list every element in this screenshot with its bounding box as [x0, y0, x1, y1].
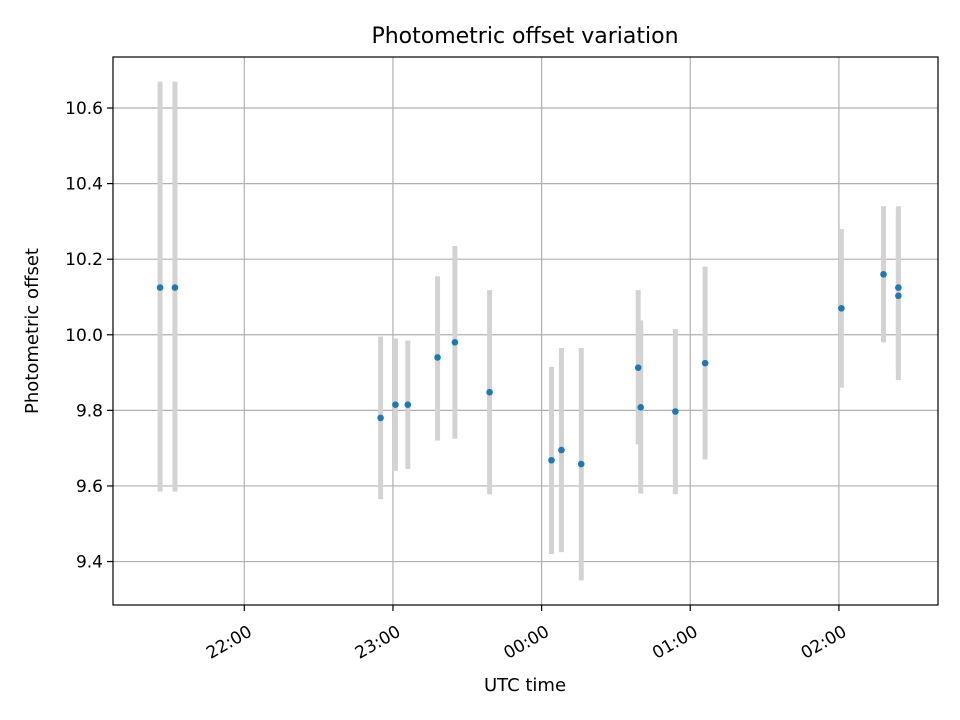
data-point	[577, 460, 585, 468]
data-point	[392, 401, 399, 408]
data-point	[377, 414, 384, 422]
data-point	[451, 339, 459, 346]
y-tick-label: 10.6	[65, 99, 103, 119]
data-point	[701, 359, 709, 367]
data-point	[637, 404, 645, 411]
data-point	[672, 408, 679, 415]
plot-frame	[112, 56, 939, 606]
data-point	[558, 446, 565, 454]
data-point	[880, 271, 887, 278]
y-axis-ticks: 9.4 9.6 9.8 10.0 10.2 10.4 10.6	[65, 99, 113, 573]
data-points	[156, 271, 902, 468]
data-point	[895, 292, 902, 300]
data-point	[434, 354, 441, 361]
y-tick-label: 9.4	[76, 553, 103, 573]
y-tick-label: 10.2	[65, 250, 103, 270]
data-point	[171, 284, 179, 291]
data-point	[486, 388, 493, 396]
data-point	[634, 364, 642, 371]
y-tick-label: 9.8	[76, 401, 103, 421]
y-tick-label: 9.6	[76, 477, 103, 497]
y-axis-label: Photometric offset	[22, 248, 43, 414]
data-point	[156, 284, 164, 291]
chart-title: Photometric offset variation	[371, 24, 678, 49]
y-tick-label: 10.4	[65, 175, 103, 195]
data-point	[895, 284, 902, 291]
data-point	[838, 305, 845, 312]
data-point	[404, 401, 412, 408]
y-tick-label: 10.0	[65, 326, 103, 346]
grid	[113, 57, 938, 605]
data-point	[548, 456, 555, 464]
x-axis-label: UTC time	[484, 675, 566, 696]
